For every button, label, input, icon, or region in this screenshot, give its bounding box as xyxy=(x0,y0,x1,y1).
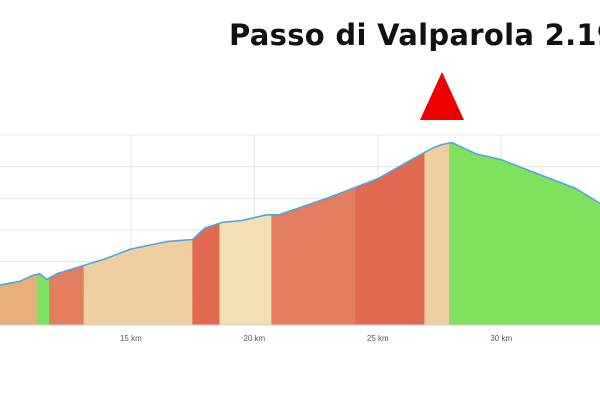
x-tick-label: 30 km xyxy=(490,334,512,343)
gradient-segment xyxy=(271,186,356,326)
elevation-line xyxy=(0,141,600,286)
gradient-segment xyxy=(424,142,450,326)
chart-title: Passo di Valparola 2.19 xyxy=(229,18,600,52)
x-tick-label: 15 km xyxy=(120,334,142,343)
gradient-segment xyxy=(36,273,50,326)
gradient-segment xyxy=(83,249,129,326)
gradient-segment xyxy=(355,151,425,326)
x-tick-label: 20 km xyxy=(243,334,265,343)
gradient-segment xyxy=(192,222,221,326)
gradient-segment xyxy=(219,214,272,326)
gradient-segment xyxy=(449,142,600,326)
gradient-segment xyxy=(128,239,193,326)
summit-marker xyxy=(419,72,464,120)
x-tick-label: 25 km xyxy=(367,334,389,343)
